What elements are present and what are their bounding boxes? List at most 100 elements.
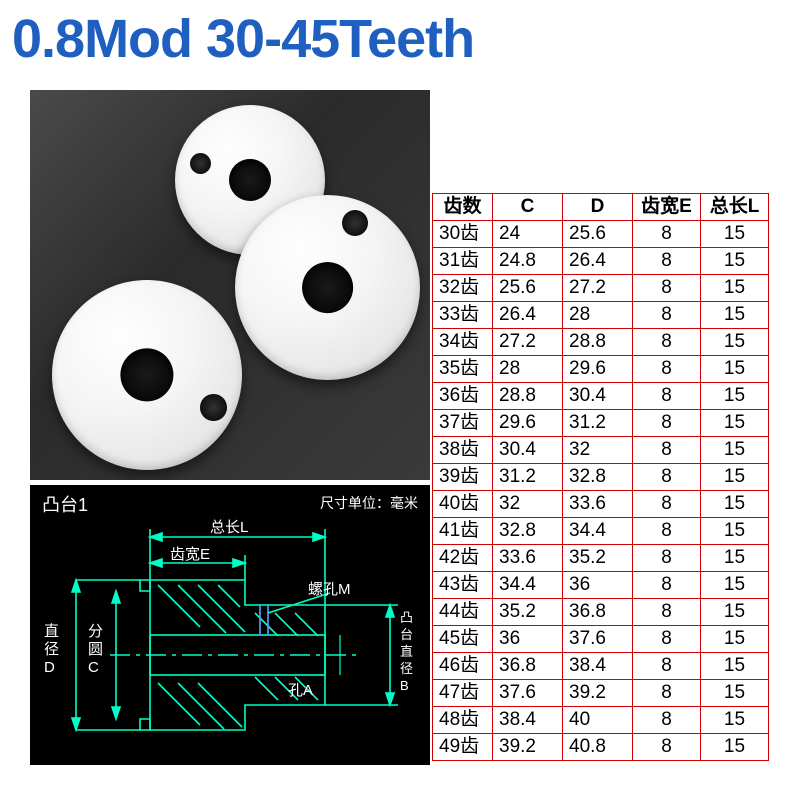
table-cell: 36齿 — [433, 383, 493, 410]
table-cell: 47齿 — [433, 680, 493, 707]
table-cell: 33.6 — [563, 491, 633, 518]
table-cell: 15 — [701, 599, 769, 626]
table-cell: 48齿 — [433, 707, 493, 734]
spec-table-header-row: 齿数 C D 齿宽E 总长L — [433, 194, 769, 221]
table-cell: 36.8 — [563, 599, 633, 626]
table-row: 41齿32.834.4815 — [433, 518, 769, 545]
table-cell: 36.8 — [493, 653, 563, 680]
table-cell: 29.6 — [563, 356, 633, 383]
cad-label-total-L: 总长L — [210, 516, 248, 537]
table-cell: 15 — [701, 518, 769, 545]
table-cell: 38.4 — [563, 653, 633, 680]
table-cell: 15 — [701, 734, 769, 761]
table-cell: 8 — [633, 707, 701, 734]
table-cell: 40 — [563, 707, 633, 734]
cad-label-diameter-D: 直 径 D — [44, 623, 59, 677]
table-cell: 49齿 — [433, 734, 493, 761]
cad-drawing: 凸台1 尺寸单位：毫米 — [30, 485, 430, 765]
cad-label-boss-B: 凸 台 直 径 B — [400, 609, 413, 694]
table-cell: 15 — [701, 572, 769, 599]
table-cell: 8 — [633, 302, 701, 329]
table-cell: 27.2 — [563, 275, 633, 302]
table-cell: 42齿 — [433, 545, 493, 572]
table-cell: 15 — [701, 383, 769, 410]
table-row: 49齿39.240.8815 — [433, 734, 769, 761]
table-cell: 39.2 — [493, 734, 563, 761]
table-cell: 15 — [701, 491, 769, 518]
table-cell: 39.2 — [563, 680, 633, 707]
table-cell: 37.6 — [493, 680, 563, 707]
table-row: 48齿38.440815 — [433, 707, 769, 734]
table-cell: 15 — [701, 410, 769, 437]
table-cell: 8 — [633, 626, 701, 653]
table-cell: 30.4 — [563, 383, 633, 410]
table-cell: 25.6 — [493, 275, 563, 302]
table-cell: 8 — [633, 734, 701, 761]
table-cell: 24.8 — [493, 248, 563, 275]
col-header-D: D — [563, 194, 633, 221]
table-row: 35齿2829.6815 — [433, 356, 769, 383]
table-cell: 15 — [701, 680, 769, 707]
spec-table: 齿数 C D 齿宽E 总长L 30齿2425.681531齿24.826.481… — [432, 193, 769, 761]
table-cell: 38齿 — [433, 437, 493, 464]
table-cell: 41齿 — [433, 518, 493, 545]
table-cell: 15 — [701, 221, 769, 248]
table-row: 33齿26.428815 — [433, 302, 769, 329]
table-row: 31齿24.826.4815 — [433, 248, 769, 275]
table-row: 43齿34.436815 — [433, 572, 769, 599]
table-cell: 15 — [701, 329, 769, 356]
cad-label-hole-A: 孔A — [288, 679, 313, 700]
table-cell: 15 — [701, 437, 769, 464]
table-cell: 39齿 — [433, 464, 493, 491]
product-photo — [30, 90, 430, 480]
table-cell: 32 — [493, 491, 563, 518]
table-cell: 15 — [701, 302, 769, 329]
table-cell: 32 — [563, 437, 633, 464]
table-cell: 24 — [493, 221, 563, 248]
table-cell: 8 — [633, 437, 701, 464]
table-row: 45齿3637.6815 — [433, 626, 769, 653]
table-row: 46齿36.838.4815 — [433, 653, 769, 680]
table-cell: 8 — [633, 491, 701, 518]
table-cell: 28.8 — [493, 383, 563, 410]
table-cell: 30齿 — [433, 221, 493, 248]
table-cell: 8 — [633, 653, 701, 680]
table-cell: 8 — [633, 599, 701, 626]
table-cell: 8 — [633, 356, 701, 383]
table-cell: 34.4 — [563, 518, 633, 545]
table-cell: 45齿 — [433, 626, 493, 653]
table-cell: 35齿 — [433, 356, 493, 383]
table-cell: 36 — [563, 572, 633, 599]
table-row: 47齿37.639.2815 — [433, 680, 769, 707]
table-cell: 15 — [701, 545, 769, 572]
table-cell: 8 — [633, 518, 701, 545]
table-row: 30齿2425.6815 — [433, 221, 769, 248]
table-row: 34齿27.228.8815 — [433, 329, 769, 356]
table-cell: 35.2 — [493, 599, 563, 626]
table-cell: 31.2 — [563, 410, 633, 437]
table-cell: 43齿 — [433, 572, 493, 599]
table-cell: 8 — [633, 221, 701, 248]
table-cell: 26.4 — [563, 248, 633, 275]
page-title: 0.8Mod 30-45Teeth — [12, 8, 474, 70]
table-cell: 44齿 — [433, 599, 493, 626]
col-header-teeth: 齿数 — [433, 194, 493, 221]
table-cell: 34.4 — [493, 572, 563, 599]
table-row: 36齿28.830.4815 — [433, 383, 769, 410]
table-cell: 8 — [633, 329, 701, 356]
table-cell: 25.6 — [563, 221, 633, 248]
table-cell: 15 — [701, 626, 769, 653]
table-row: 40齿3233.6815 — [433, 491, 769, 518]
col-header-E: 齿宽E — [633, 194, 701, 221]
cad-label-pitch-C: 分 圆 C — [88, 623, 103, 677]
table-cell: 15 — [701, 356, 769, 383]
table-row: 39齿31.232.8815 — [433, 464, 769, 491]
table-cell: 40齿 — [433, 491, 493, 518]
table-cell: 38.4 — [493, 707, 563, 734]
table-cell: 35.2 — [563, 545, 633, 572]
table-cell: 30.4 — [493, 437, 563, 464]
table-cell: 15 — [701, 464, 769, 491]
table-cell: 34齿 — [433, 329, 493, 356]
table-cell: 32.8 — [563, 464, 633, 491]
table-cell: 32齿 — [433, 275, 493, 302]
